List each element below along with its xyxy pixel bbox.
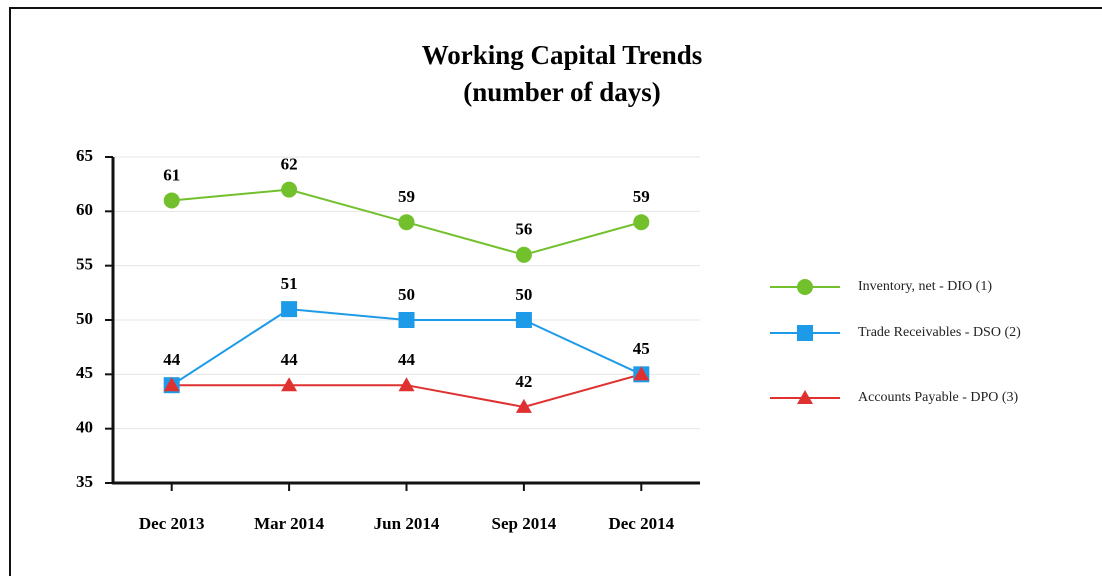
legend-item: Accounts Payable - DPO (3) [768, 389, 1038, 407]
y-tick-label: 35 [76, 472, 93, 491]
data-point [398, 214, 415, 231]
x-tick-label: Dec 2013 [139, 514, 205, 533]
legend-swatch [770, 279, 840, 295]
data-point [398, 312, 415, 328]
x-tick-label: Sep 2014 [492, 514, 557, 533]
chart-title: Working Capital Trends [422, 40, 703, 70]
y-tick-label: 45 [76, 363, 93, 382]
data-label: 45 [633, 339, 650, 358]
data-label: 44 [398, 350, 416, 369]
y-tick-label: 65 [76, 146, 93, 165]
x-tick-label: Mar 2014 [254, 514, 325, 533]
legend-label: Accounts Payable - DPO (3) [858, 390, 1019, 405]
legend-label: Inventory, net - DIO (1) [858, 279, 992, 294]
data-label: 59 [398, 187, 415, 206]
y-tick-label: 55 [76, 255, 93, 274]
legend-swatch [770, 390, 840, 404]
data-point [515, 312, 532, 328]
data-point [163, 377, 180, 392]
data-label: 56 [515, 220, 532, 239]
legend-item: Inventory, net - DIO (1) [768, 278, 1038, 296]
data-point [633, 366, 650, 381]
legend-marker [797, 390, 813, 404]
data-label: 44 [281, 350, 299, 369]
data-label: 50 [398, 285, 415, 304]
legend-item: Trade Receivables - DSO (2) [768, 324, 1038, 342]
data-point [281, 301, 298, 318]
data-point [515, 398, 532, 413]
data-label: 44 [163, 350, 181, 369]
chart-subtitle: (number of days) [463, 77, 661, 107]
data-point [633, 214, 650, 231]
y-tick-label: 40 [76, 418, 93, 437]
data-point [281, 377, 298, 392]
y-tick-label: 50 [76, 309, 93, 328]
data-point [163, 192, 180, 209]
data-label: 50 [515, 285, 532, 304]
data-point [281, 181, 298, 198]
legend-swatch [770, 325, 840, 341]
data-label: 51 [281, 274, 298, 293]
frame [9, 7, 1102, 576]
y-tick-label: 60 [76, 200, 93, 219]
x-tick-label: Jun 2014 [374, 514, 440, 533]
x-tick-label: Dec 2014 [608, 514, 674, 533]
data-point [515, 246, 532, 263]
legend-label: Trade Receivables - DSO (2) [858, 325, 1021, 340]
data-label: 42 [515, 372, 532, 391]
legend-marker [797, 279, 813, 295]
data-label: 59 [633, 187, 650, 206]
legend-marker [797, 325, 813, 341]
data-point [398, 377, 415, 392]
data-label: 62 [281, 155, 298, 174]
data-label: 61 [163, 165, 180, 184]
